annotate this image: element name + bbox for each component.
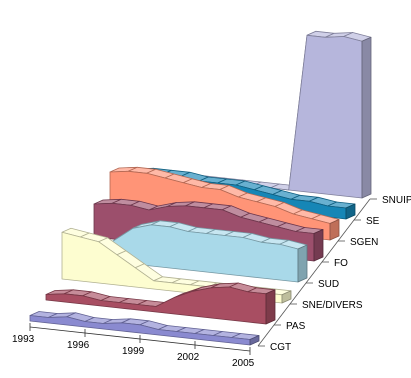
ribbon-end-cap [361,36,372,199]
ribbon-end-cap [313,229,324,262]
ribbon-end-cap [297,244,308,283]
x-tick-label: 1996 [67,340,90,351]
series-label: SGEN [350,237,378,248]
x-axis-group: 1993 1996 1999 2002 2005 [12,323,255,369]
series-label: SE [366,216,380,227]
ribbon-layer [29,30,372,346]
series-label: CGT [270,342,291,353]
x-tick-label: 1999 [122,346,145,357]
ribbon-end-cap [281,290,292,304]
x-tick-label: 2005 [232,358,255,369]
series-label: SNUIPP [382,195,411,206]
ribbon-end-cap [249,335,260,346]
series-label: SNE/DIVERS [302,300,363,311]
ribbon-end-cap [329,219,340,241]
x-tick-label: 2002 [177,352,200,363]
series-label: FO [334,258,348,269]
ribbon-end-cap [345,203,356,220]
series-label: SUD [318,279,339,290]
x-axis: 1993 1996 1999 2002 2005 [12,323,255,369]
ribbon-end-cap [265,289,276,325]
series-ribbon-pas [45,282,276,325]
x-tick-label: 1993 [12,334,35,345]
series-label: PAS [286,321,306,332]
series-ribbon-cgt [29,311,260,346]
depth-axis-line [257,198,371,347]
series-ribbon-sud [77,220,308,283]
